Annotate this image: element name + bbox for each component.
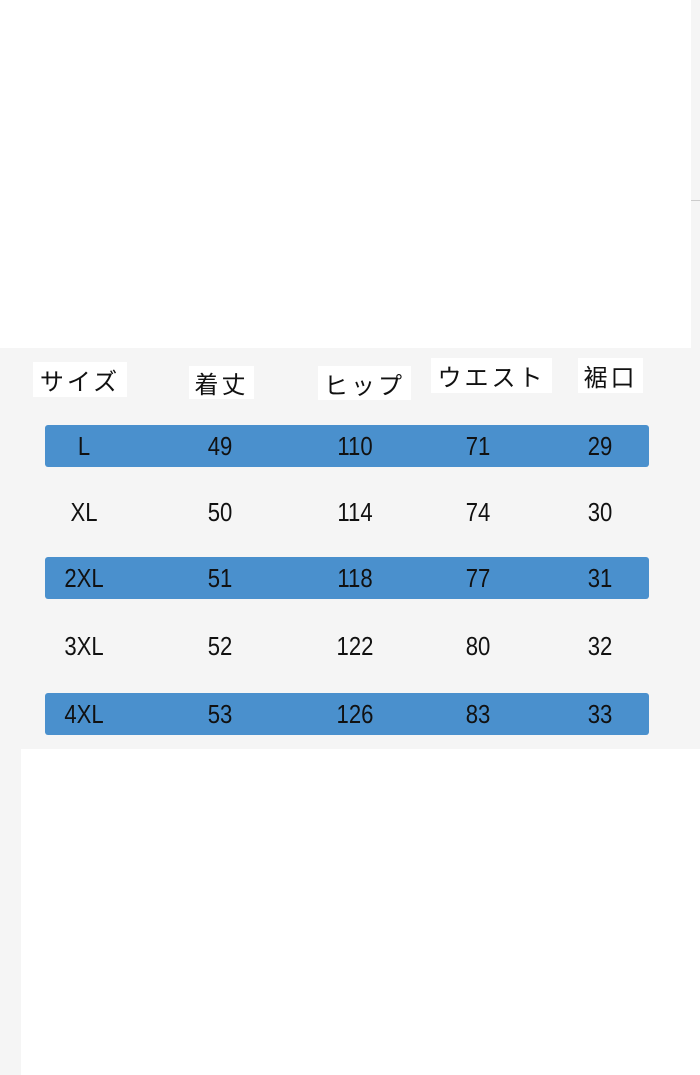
cell-hip: 118 (337, 563, 373, 593)
divider (691, 200, 700, 201)
cell-waist: 77 (465, 563, 491, 593)
cell-hem: 31 (587, 563, 613, 593)
cell-hem: 29 (587, 431, 613, 461)
cell-size: XL (70, 497, 98, 527)
cell-length: 50 (207, 497, 233, 527)
cell-size: 2XL (64, 563, 104, 593)
cell-hem: 32 (587, 631, 613, 661)
cell-waist: 71 (465, 431, 491, 461)
row-highlight-bar (45, 425, 649, 467)
cell-waist: 74 (465, 497, 491, 527)
top-blank-area (0, 0, 691, 348)
cell-hip: 122 (336, 631, 374, 661)
row-highlight-bar (45, 693, 649, 735)
header-hip: ヒップ (318, 366, 411, 400)
cell-hip: 110 (337, 431, 373, 461)
bottom-blank-area (21, 749, 700, 1075)
header-length: 着丈 (189, 366, 254, 399)
row-highlight-bar (45, 557, 649, 599)
cell-length: 49 (207, 431, 233, 461)
cell-hem: 30 (587, 497, 613, 527)
cell-size: L (77, 431, 91, 461)
cell-size: 3XL (64, 631, 104, 661)
cell-length: 53 (207, 699, 233, 729)
cell-length: 51 (207, 563, 233, 593)
cell-hip: 114 (337, 497, 373, 527)
cell-waist: 83 (465, 699, 491, 729)
header-size: サイズ (33, 362, 127, 397)
header-hem: 裾口 (578, 358, 643, 393)
cell-length: 52 (207, 631, 233, 661)
cell-hem: 33 (587, 699, 613, 729)
cell-hip: 126 (336, 699, 374, 729)
cell-waist: 80 (465, 631, 491, 661)
header-waist: ウエスト (431, 358, 552, 393)
cell-size: 4XL (64, 699, 104, 729)
